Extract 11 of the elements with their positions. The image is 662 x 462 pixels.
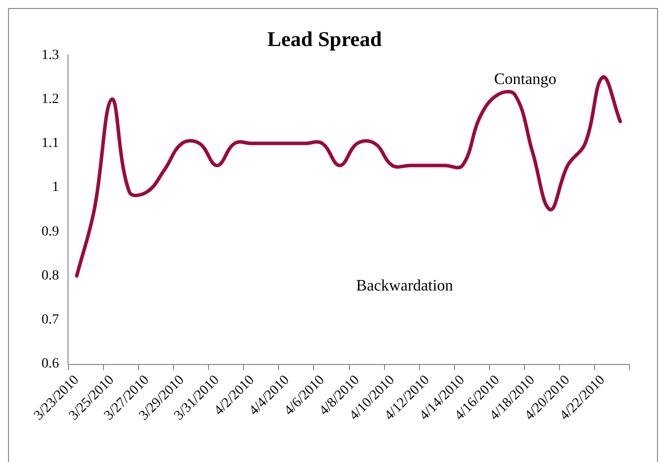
chart-title: Lead Spread: [267, 27, 382, 52]
y-tick-label: 0.9: [42, 224, 59, 240]
y-tick-label: 0.7: [42, 312, 59, 328]
y-tick-label: 1.1: [42, 136, 59, 152]
y-tick-label: 0.8: [42, 268, 59, 284]
y-tick-label: 1.2: [42, 92, 59, 107]
annotation: Contango: [494, 70, 556, 88]
y-tick-label: 1: [52, 180, 59, 196]
y-tick-label: 0.6: [42, 356, 59, 372]
y-tick-label: 1.3: [42, 48, 59, 63]
annotation: Backwardation: [356, 278, 454, 295]
